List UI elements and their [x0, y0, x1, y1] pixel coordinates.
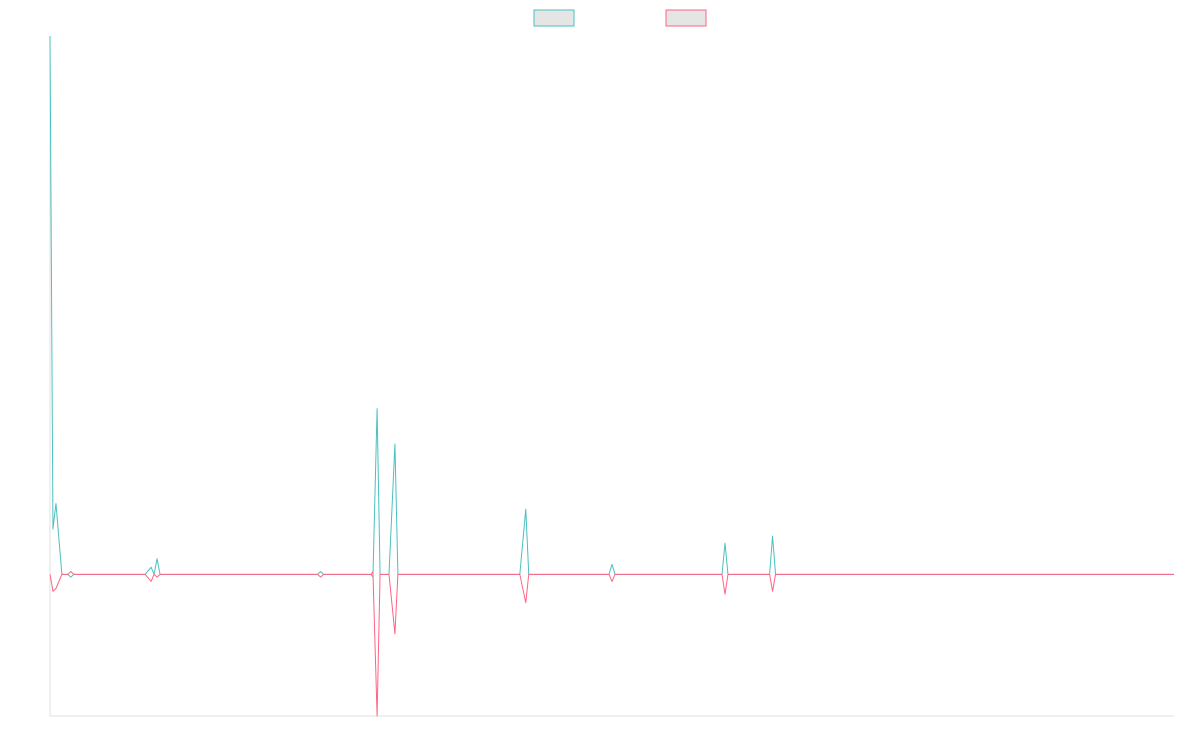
series-layer	[49, 35, 1174, 717]
legend-swatch-2[interactable]	[665, 9, 707, 27]
series-line-1	[49, 35, 1174, 578]
series-line-2	[49, 571, 1174, 717]
chart-legend	[533, 9, 707, 27]
chart-axes	[49, 36, 1174, 717]
legend-swatch-1[interactable]	[533, 9, 575, 27]
